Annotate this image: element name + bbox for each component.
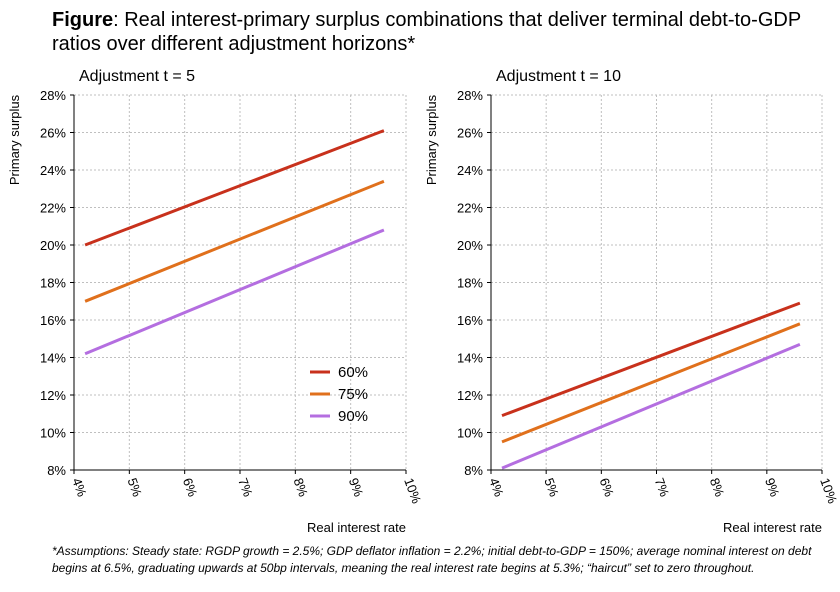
y-axis-label-right: Primary surplus — [424, 94, 439, 185]
legend-label: 75% — [338, 386, 368, 403]
y-tick-label: 24% — [40, 163, 66, 178]
series-line-60pct — [501, 301, 801, 418]
series-line-75pct — [501, 322, 801, 444]
y-tick-label: 20% — [40, 238, 66, 253]
y-tick-label: 20% — [457, 238, 483, 253]
x-tick-label: 8% — [707, 476, 728, 499]
x-tick-label: 7% — [652, 476, 673, 499]
x-tick-label: 7% — [235, 476, 256, 499]
series-line-90pct — [501, 343, 801, 470]
series-line-90pct — [84, 228, 385, 356]
panel-title-right: Adjustment t = 10 — [496, 68, 621, 85]
y-tick-label: 26% — [457, 126, 483, 141]
panel-title-left: Adjustment t = 5 — [79, 68, 195, 85]
y-tick-label: 12% — [457, 388, 483, 403]
y-tick-label: 18% — [457, 276, 483, 291]
x-tick-label: 5% — [125, 476, 146, 499]
figure-title-text: : Real interest-primary surplus combinat… — [52, 9, 801, 55]
x-axis-label-right: Real interest rate — [723, 520, 822, 535]
y-tick-label: 14% — [457, 351, 483, 366]
y-tick-label: 26% — [40, 126, 66, 141]
x-tick-label: 5% — [541, 476, 562, 499]
y-axis-label-left: Primary surplus — [7, 94, 22, 185]
y-tick-label: 28% — [457, 88, 483, 103]
y-tick-label: 10% — [457, 426, 483, 441]
y-tick-label: 10% — [40, 426, 66, 441]
x-tick-label: 4% — [486, 476, 507, 499]
y-tick-label: 16% — [40, 313, 66, 328]
y-tick-label: 18% — [40, 276, 66, 291]
x-tick-label: 10% — [817, 476, 840, 506]
series-line-60pct — [84, 129, 385, 247]
y-tick-label: 16% — [457, 313, 483, 328]
figure-title: Figure: Real interest-primary surplus co… — [52, 8, 832, 56]
x-axis-label-left: Real interest rate — [307, 520, 406, 535]
legend-label: 90% — [338, 408, 368, 425]
y-tick-label: 12% — [40, 388, 66, 403]
x-tick-label: 10% — [401, 476, 424, 506]
assumptions-footnote: *Assumptions: Steady state: RGDP growth … — [52, 544, 812, 575]
y-tick-label: 28% — [40, 88, 66, 103]
y-tick-label: 24% — [457, 163, 483, 178]
x-tick-label: 4% — [69, 476, 90, 499]
x-tick-label: 6% — [597, 476, 618, 499]
figure-title-bold: Figure — [52, 9, 114, 31]
y-tick-label: 22% — [457, 201, 483, 216]
y-tick-label: 8% — [47, 463, 66, 478]
x-tick-label: 9% — [762, 476, 783, 499]
y-tick-label: 8% — [464, 463, 483, 478]
x-tick-label: 6% — [180, 476, 201, 499]
y-tick-label: 22% — [40, 201, 66, 216]
y-tick-label: 14% — [40, 351, 66, 366]
legend-label: 60% — [338, 364, 368, 381]
x-tick-label: 9% — [346, 476, 367, 499]
series-line-75pct — [84, 179, 385, 303]
x-tick-label: 8% — [291, 476, 312, 499]
